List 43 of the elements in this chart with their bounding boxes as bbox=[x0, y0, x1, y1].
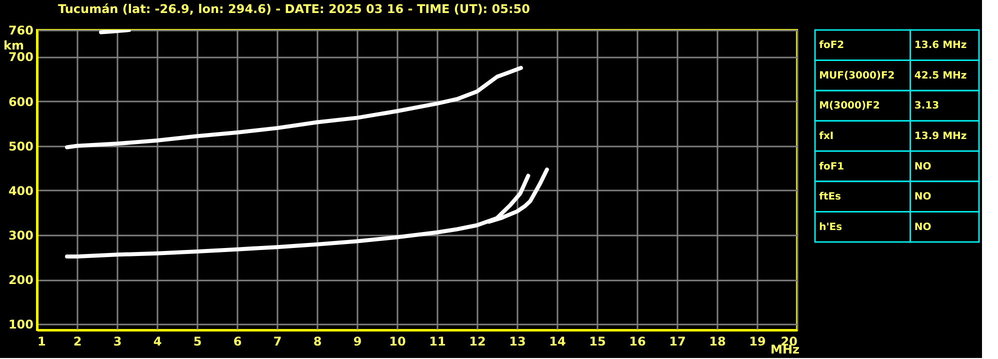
x-tick-label: 3 bbox=[113, 334, 122, 348]
x-tick-label: 4 bbox=[153, 334, 162, 348]
x-tick-label: 5 bbox=[193, 334, 202, 348]
y-tick-label: 300 bbox=[8, 228, 34, 243]
x-tick-label: 7 bbox=[273, 334, 282, 348]
x-tick-label: 2 bbox=[73, 334, 82, 348]
x-tick-label: 6 bbox=[233, 334, 242, 348]
text: ftEs bbox=[819, 192, 842, 203]
text: NO bbox=[914, 222, 932, 233]
x-tick-label: 14 bbox=[549, 334, 566, 348]
text: fxI bbox=[819, 131, 834, 142]
x-tick-label: 8 bbox=[313, 334, 322, 348]
y-tick-label: 400 bbox=[8, 184, 34, 198]
x-tick-label: 9 bbox=[353, 334, 362, 348]
text: 13.6 MHz bbox=[914, 40, 967, 52]
x-tick-label: 11 bbox=[429, 334, 446, 348]
text: 13.9 MHz bbox=[914, 131, 967, 142]
text: NO bbox=[914, 192, 932, 203]
x-tick-label: 10 bbox=[389, 334, 406, 348]
x-tick-label: 12 bbox=[469, 334, 486, 348]
x-tick-label: 1 bbox=[38, 334, 46, 348]
text: M(3000)F2 bbox=[819, 100, 880, 112]
x-tick-label: 16 bbox=[629, 334, 646, 348]
y-axis-title: km bbox=[4, 38, 24, 52]
text: foF2 bbox=[819, 40, 844, 52]
x-tick-label: 17 bbox=[669, 334, 686, 348]
x-tick-label: 19 bbox=[749, 334, 766, 348]
x-tick-label: 13 bbox=[509, 334, 526, 348]
text: 42.5 MHz bbox=[914, 70, 967, 82]
text: MUF(3000)F2 bbox=[819, 70, 895, 82]
y-tick-label: 200 bbox=[8, 273, 34, 288]
y-tick-label: 100 bbox=[8, 318, 34, 332]
x-tick-label: 15 bbox=[589, 334, 606, 348]
text: NO bbox=[914, 161, 932, 172]
y-tick-label: 500 bbox=[8, 139, 34, 154]
y-tick-label: 760 bbox=[8, 24, 34, 38]
y-tick-label: 700 bbox=[8, 50, 34, 64]
chart-title: Tucumán (lat: -26.9, lon: 294.6) - DATE: 2025 03 16 - TIME (UT): 05:50 bbox=[58, 2, 530, 16]
text: foF1 bbox=[819, 161, 844, 172]
x-tick-label: 18 bbox=[709, 334, 726, 348]
y-tick-label: 600 bbox=[8, 94, 34, 109]
text: 3.13 bbox=[914, 100, 940, 112]
text: h'Es bbox=[819, 222, 842, 233]
